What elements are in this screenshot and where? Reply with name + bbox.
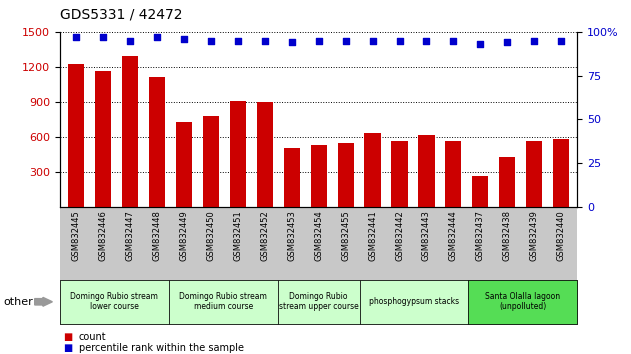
Bar: [499, 157, 516, 207]
Text: count: count: [79, 332, 107, 342]
Bar: [310, 145, 327, 207]
Bar: [283, 148, 300, 207]
Point: [556, 38, 566, 44]
Bar: [553, 139, 569, 207]
Point: [502, 40, 512, 45]
Point: [233, 38, 243, 44]
Bar: [122, 56, 138, 207]
Text: Santa Olalla lagoon
(unpolluted): Santa Olalla lagoon (unpolluted): [485, 292, 560, 312]
Text: phosphogypsum stacks: phosphogypsum stacks: [369, 297, 459, 306]
Point: [71, 34, 81, 40]
Text: Domingo Rubio stream
medium course: Domingo Rubio stream medium course: [179, 292, 268, 312]
Bar: [472, 176, 488, 207]
Point: [179, 36, 189, 42]
Bar: [230, 101, 246, 207]
Bar: [68, 64, 84, 207]
Bar: [526, 141, 542, 207]
Text: percentile rank within the sample: percentile rank within the sample: [79, 343, 244, 353]
Point: [206, 38, 216, 44]
Text: ■: ■: [63, 332, 73, 342]
Bar: [418, 135, 435, 207]
Bar: [149, 78, 165, 207]
Point: [152, 34, 162, 40]
Text: GDS5331 / 42472: GDS5331 / 42472: [60, 7, 182, 21]
Text: Domingo Rubio stream
lower course: Domingo Rubio stream lower course: [71, 292, 158, 312]
Bar: [365, 133, 380, 207]
Point: [449, 38, 459, 44]
Point: [314, 38, 324, 44]
Bar: [176, 122, 192, 207]
Point: [422, 38, 432, 44]
Point: [260, 38, 270, 44]
Point: [529, 38, 540, 44]
Bar: [391, 141, 408, 207]
Point: [367, 38, 377, 44]
Point: [475, 41, 485, 47]
Point: [125, 38, 135, 44]
Point: [98, 34, 108, 40]
Text: ■: ■: [63, 343, 73, 353]
Point: [286, 40, 297, 45]
Text: Domingo Rubio
stream upper course: Domingo Rubio stream upper course: [279, 292, 358, 312]
Point: [394, 38, 404, 44]
Point: [341, 38, 351, 44]
Bar: [95, 71, 111, 207]
Bar: [257, 102, 273, 207]
Bar: [338, 143, 354, 207]
Text: other: other: [3, 297, 33, 307]
Bar: [445, 141, 461, 207]
Bar: [203, 116, 219, 207]
